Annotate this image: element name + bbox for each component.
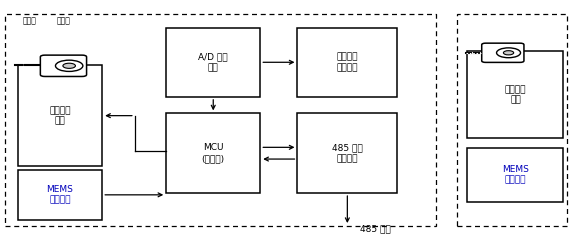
Bar <box>166 113 260 193</box>
Text: 磁力线: 磁力线 <box>22 16 36 25</box>
Text: 485 总线
驱动电路: 485 总线 驱动电路 <box>332 143 363 163</box>
Text: MEMS
测斜电路: MEMS 测斜电路 <box>46 185 73 205</box>
Bar <box>457 14 567 226</box>
Bar <box>5 14 436 226</box>
Circle shape <box>503 51 514 55</box>
Text: 霍尔效应
测磁电路: 霍尔效应 测磁电路 <box>336 53 358 72</box>
Bar <box>166 28 260 97</box>
Text: 磁场控制
电路: 磁场控制 电路 <box>505 85 526 104</box>
Bar <box>297 28 398 97</box>
Text: 485 总线: 485 总线 <box>360 224 391 233</box>
Text: A/D 转换
电路: A/D 转换 电路 <box>198 53 228 72</box>
Circle shape <box>496 48 521 58</box>
FancyBboxPatch shape <box>41 55 86 76</box>
Bar <box>467 148 563 202</box>
Circle shape <box>63 63 76 68</box>
Text: MEMS
测斜电路: MEMS 测斜电路 <box>502 165 529 185</box>
Bar <box>297 113 398 193</box>
Bar <box>18 65 102 166</box>
Bar <box>18 170 102 220</box>
FancyBboxPatch shape <box>482 43 524 62</box>
Circle shape <box>55 60 83 72</box>
Bar <box>467 51 563 138</box>
Text: MCU
(单片机): MCU (单片机) <box>202 143 225 163</box>
Text: 磁场控制
电路: 磁场控制 电路 <box>49 106 71 125</box>
Text: 电磁铁: 电磁铁 <box>57 16 70 25</box>
